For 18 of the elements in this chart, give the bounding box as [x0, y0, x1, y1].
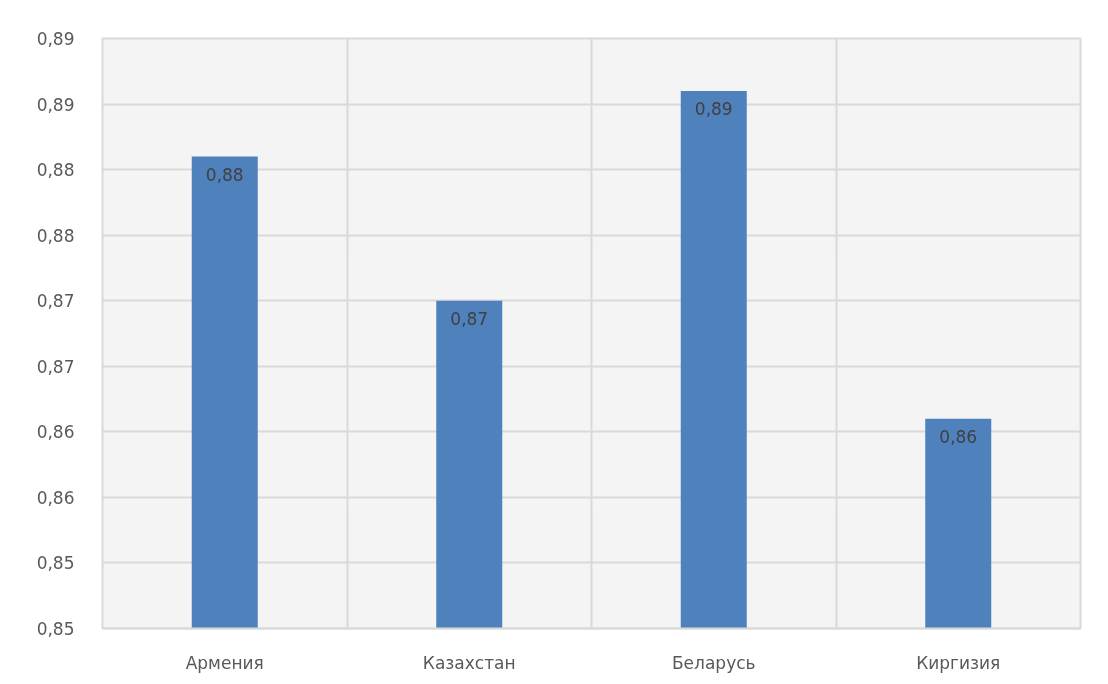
y-tick-label: 0,87 [36, 356, 75, 377]
y-tick-label: 0,89 [36, 94, 75, 115]
y-tick-label: 0,88 [36, 160, 75, 181]
y-tick-label: 0,85 [36, 619, 75, 639]
x-tick-label: Киргизия [916, 652, 1001, 673]
y-tick-label: 0,87 [36, 291, 75, 312]
y-tick-label: 0,86 [36, 422, 75, 443]
x-tick-label: Казахстан [422, 652, 516, 673]
x-tick-label: Армения [185, 652, 264, 673]
data-label: 0,87 [450, 308, 489, 329]
y-tick-label: 0,89 [36, 29, 75, 49]
x-tick-label: Беларусь [671, 652, 756, 673]
y-tick-label: 0,85 [36, 553, 75, 574]
data-label: 0,89 [694, 98, 733, 119]
y-tick-label: 0,86 [36, 487, 75, 508]
y-tick-label: 0,88 [36, 225, 75, 246]
data-label: 0,88 [205, 164, 244, 185]
data-label: 0,86 [939, 426, 978, 447]
